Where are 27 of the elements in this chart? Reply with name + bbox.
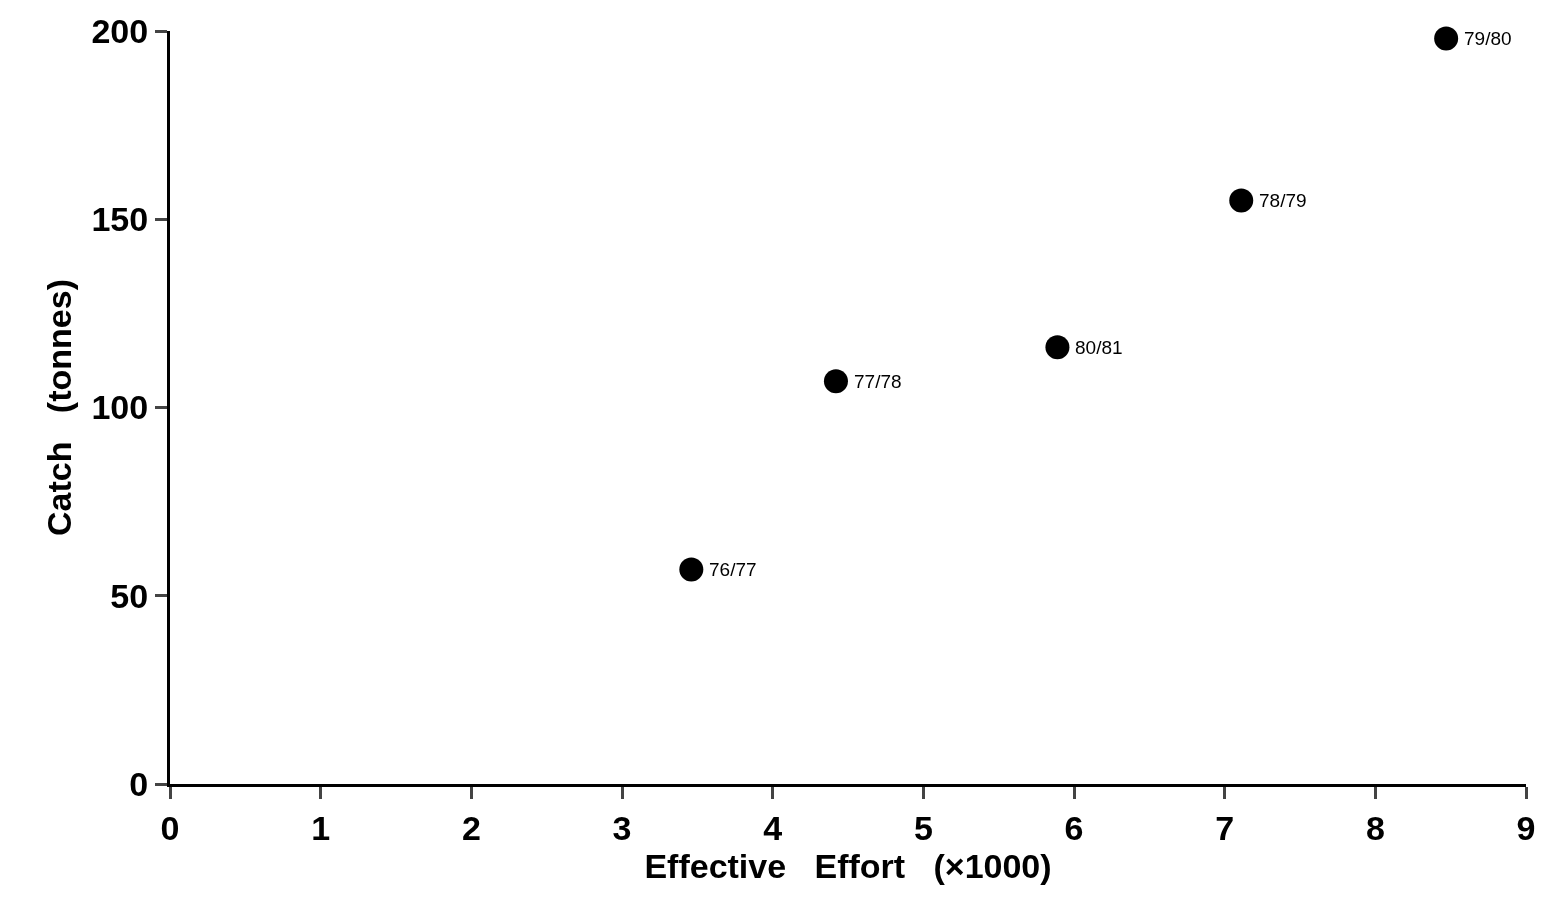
point (1229, 188, 1254, 213)
annotation: 78/79 (1259, 190, 1307, 211)
point (1434, 26, 1459, 51)
x-tick-label: 8 (1365, 808, 1385, 847)
y-tick-label: 0 (129, 764, 149, 803)
point (679, 557, 704, 582)
annotation: 79/80 (1464, 28, 1512, 49)
y-tick-label: 150 (91, 200, 149, 239)
point (1045, 335, 1070, 360)
x-tick-label: 0 (160, 808, 180, 847)
x-tick-label: 4 (763, 808, 783, 847)
y-tick-label: 50 (110, 576, 149, 615)
y-tick-label: 200 (91, 11, 149, 50)
x-tick-label: 6 (1064, 808, 1084, 847)
x-axis-title: Effective Effort (×1000) (644, 846, 1052, 885)
point (823, 369, 848, 394)
x-tick-label: 1 (311, 808, 331, 847)
x-tick-label: 5 (913, 808, 933, 847)
y-axis-title: Catch (tonnes) (40, 279, 79, 536)
x-tick-label: 2 (461, 808, 481, 847)
x-tick-label: 7 (1215, 808, 1235, 847)
y-tick-label: 100 (91, 388, 149, 427)
annotation: 76/77 (709, 559, 757, 580)
x-tick-label: 3 (612, 808, 632, 847)
annotation: 77/78 (854, 371, 902, 392)
annotation: 80/81 (1075, 337, 1123, 358)
x-tick-label: 9 (1516, 808, 1536, 847)
